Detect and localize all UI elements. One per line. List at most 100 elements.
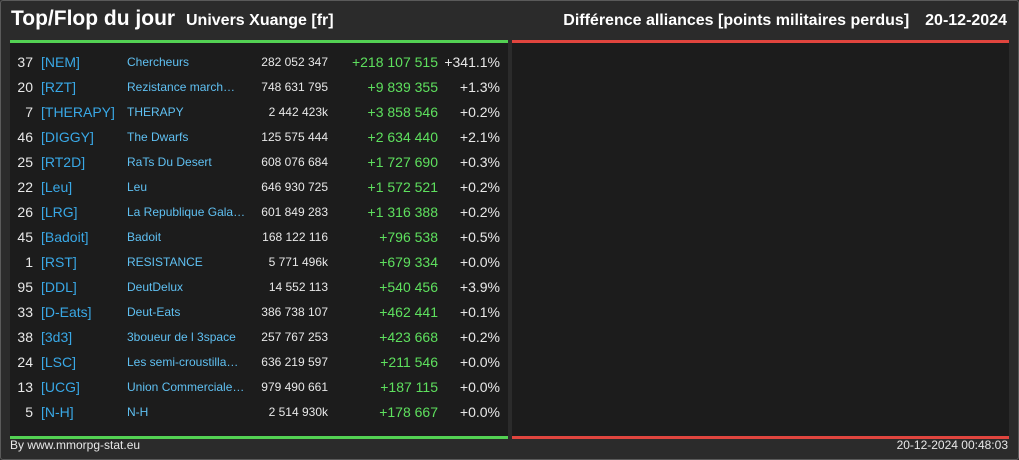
alliance-tag-link[interactable]: [D-Eats] <box>41 304 92 320</box>
military-points-cell: 608 076 684 <box>261 155 328 169</box>
page-title: Top/Flop du jour <box>11 7 176 30</box>
rank-cell: 33 <box>17 304 33 320</box>
rank-cell: 13 <box>17 379 33 395</box>
rank-cell: 46 <box>17 129 33 145</box>
alliance-name-link[interactable]: The Dwarfs <box>127 130 189 144</box>
table-row: 33 [D-Eats] Deut-Eats 386 738 107 +462 441 +0… <box>10 300 508 325</box>
percent-change-cell: +0.0% <box>459 404 500 420</box>
percent-change-cell: +0.0% <box>459 254 500 270</box>
percent-change-cell: +2.1% <box>459 129 500 145</box>
points-diff-cell: +218 107 515 <box>351 54 438 70</box>
rank-cell: 1 <box>25 254 33 270</box>
percent-change-cell: +341.1% <box>444 54 500 70</box>
points-diff-cell: +1 572 521 <box>367 179 438 195</box>
table-row: 45 [Badoit] Badoit 168 122 116 +796 538 +0.5% <box>10 225 508 250</box>
alliance-name-link[interactable]: Union Commerciale… <box>127 380 245 394</box>
percent-change-cell: +0.1% <box>459 304 500 320</box>
alliance-tag-link[interactable]: [Leu] <box>41 179 73 195</box>
table-row: 7 [THERAPY] THERAPY 2 442 423k +3 858 546 +0.… <box>10 100 508 125</box>
percent-change-cell: +3.9% <box>459 279 500 295</box>
alliance-tag-link[interactable]: [THERAPY] <box>41 104 115 120</box>
points-diff-cell: +423 668 <box>379 329 438 345</box>
alliance-name-link[interactable]: THERAPY <box>127 105 184 119</box>
points-diff-cell: +796 538 <box>379 229 438 245</box>
table-row: 25 [RT2D] RaTs Du Desert 608 076 684 +1 727 … <box>10 150 508 175</box>
table-row: 1 [RST] RESISTANCE 5 771 496k +679 334 +0.0% <box>10 250 508 275</box>
flop-panel <box>512 40 1009 439</box>
military-points-cell: 14 552 113 <box>268 280 328 294</box>
points-diff-cell: +2 634 440 <box>367 129 438 145</box>
military-points-cell: 125 575 444 <box>261 130 328 144</box>
alliance-tag-link[interactable]: [LSC] <box>41 354 77 370</box>
alliance-name-link[interactable]: Deut-Eats <box>127 305 181 319</box>
points-diff-cell: +3 858 546 <box>367 104 438 120</box>
points-diff-cell: +540 456 <box>379 279 438 295</box>
table-row: 37 [NEM] Chercheurs 282 052 347 +218 107 515… <box>10 50 508 75</box>
military-points-cell: 2 514 930k <box>268 405 328 419</box>
table-row: 46 [DIGGY] The Dwarfs 125 575 444 +2 634 440… <box>10 125 508 150</box>
military-points-cell: 282 052 347 <box>261 55 328 69</box>
military-points-cell: 601 849 283 <box>261 205 328 219</box>
alliance-tag-link[interactable]: [RST] <box>41 254 77 270</box>
alliance-tag-link[interactable]: [RT2D] <box>41 154 86 170</box>
rank-cell: 45 <box>17 229 33 245</box>
rank-cell: 20 <box>17 79 33 95</box>
alliance-name-link[interactable]: Chercheurs <box>127 55 190 69</box>
percent-change-cell: +1.3% <box>459 79 500 95</box>
military-points-cell: 979 490 661 <box>261 380 328 394</box>
alliance-name-link[interactable]: Les semi-croustilla… <box>127 355 239 369</box>
alliance-name-link[interactable]: Rezistance march… <box>127 80 236 94</box>
points-diff-cell: +1 727 690 <box>367 154 438 170</box>
percent-change-cell: +0.2% <box>459 104 500 120</box>
category-header: Différence alliances [points militaires … <box>563 12 1007 30</box>
military-points-cell: 636 219 597 <box>261 355 328 369</box>
military-points-cell: 748 631 795 <box>261 80 328 94</box>
alliance-tag-link[interactable]: [N-H] <box>41 404 74 420</box>
rank-cell: 95 <box>17 279 33 295</box>
percent-change-cell: +0.2% <box>459 179 500 195</box>
alliance-tag-link[interactable]: [NEM] <box>41 54 80 70</box>
alliance-tag-link[interactable]: [RZT] <box>41 79 76 95</box>
alliance-tag-link[interactable]: [DDL] <box>41 279 77 295</box>
table-row: 22 [Leu] Leu 646 930 725 +1 572 521 +0.2% <box>10 175 508 200</box>
alliance-name-link[interactable]: DeutDelux <box>127 280 184 294</box>
military-points-cell: 646 930 725 <box>261 180 328 194</box>
table-row: 38 [3d3] 3boueur de l 3space 257 767 253 +42… <box>10 325 508 350</box>
generated-timestamp: 20-12-2024 00:48:03 <box>896 438 1008 452</box>
percent-change-cell: +0.5% <box>459 229 500 245</box>
alliance-name-link[interactable]: N-H <box>127 405 149 419</box>
alliance-tag-link[interactable]: [UCG] <box>41 379 80 395</box>
alliance-tag-link[interactable]: [DIGGY] <box>41 129 94 145</box>
table-row: 26 [LRG] La Republique Gala… 601 849 283 +1 … <box>10 200 508 225</box>
rank-cell: 25 <box>17 154 33 170</box>
universe-label: Univers Xuange [fr] <box>186 12 334 29</box>
table-row: 24 [LSC] Les semi-croustilla… 636 219 597 +2… <box>10 350 508 375</box>
alliance-tag-link[interactable]: [Badoit] <box>41 229 89 245</box>
table-row: 13 [UCG] Union Commerciale… 979 490 661 +187… <box>10 375 508 400</box>
military-points-cell: 5 771 496k <box>268 255 328 269</box>
category-label: Différence alliances [points militaires … <box>563 12 910 29</box>
alliance-tag-link[interactable]: [LRG] <box>41 204 78 220</box>
table-row: 95 [DDL] DeutDelux 14 552 113 +540 456 +3.9% <box>10 275 508 300</box>
table-row: 20 [RZT] Rezistance march… 748 631 795 +9 83… <box>10 75 508 100</box>
alliance-name-link[interactable]: Leu <box>127 180 148 194</box>
rank-cell: 37 <box>17 54 33 70</box>
alliance-name-link[interactable]: 3boueur de l 3space <box>127 330 236 344</box>
military-points-cell: 257 767 253 <box>261 330 328 344</box>
alliance-name-link[interactable]: RESISTANCE <box>127 255 203 269</box>
rank-cell: 22 <box>17 179 33 195</box>
table-row: 5 [N-H] N-H 2 514 930k +178 667 +0.0% <box>10 400 508 425</box>
percent-change-cell: +0.0% <box>459 379 500 395</box>
top-panel: 37 [NEM] Chercheurs 282 052 347 +218 107 515… <box>10 40 508 439</box>
alliance-tag-link[interactable]: [3d3] <box>41 329 73 345</box>
points-diff-cell: +462 441 <box>379 304 438 320</box>
percent-change-cell: +0.2% <box>459 204 500 220</box>
alliance-name-link[interactable]: Badoit <box>127 230 162 244</box>
rank-cell: 5 <box>25 404 33 420</box>
alliance-name-link[interactable]: RaTs Du Desert <box>127 155 212 169</box>
military-points-cell: 2 442 423k <box>268 105 328 119</box>
date-label: 20-12-2024 <box>925 12 1007 29</box>
site-credit[interactable]: By www.mmorpg-stat.eu <box>10 438 141 452</box>
alliance-name-link[interactable]: La Republique Gala… <box>127 205 246 219</box>
points-diff-cell: +1 316 388 <box>367 204 438 220</box>
